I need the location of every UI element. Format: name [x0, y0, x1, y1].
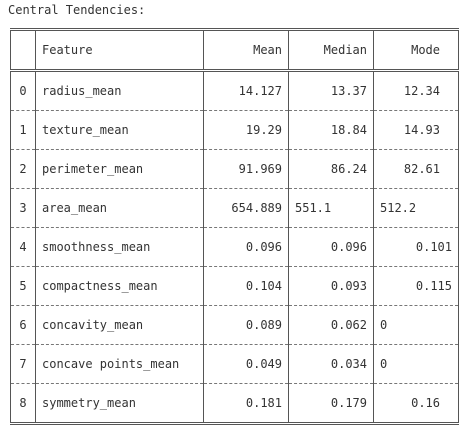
mode-cell: 512.2 — [373, 188, 459, 228]
table-row: 3 area_mean 654.889 551.1 512.2 — [10, 188, 459, 228]
row-index: 5 — [10, 266, 36, 306]
median-cell: 13.37 — [288, 70, 374, 111]
median-cell: 18.84 — [288, 110, 374, 150]
feature-cell: concavity_mean — [35, 305, 204, 345]
row-index: 3 — [10, 188, 36, 228]
mode-cell: 12.34 — [373, 70, 459, 111]
output-heading: Central Tendencies: — [8, 3, 146, 17]
mean-cell: 654.889 — [203, 188, 289, 228]
header-median: Median — [288, 29, 374, 71]
table-row: 0 radius_mean 14.127 13.37 12.34 — [10, 70, 459, 111]
feature-cell: concave points_mean — [35, 344, 204, 384]
feature-cell: perimeter_mean — [35, 149, 204, 189]
table-row: 2 perimeter_mean 91.969 86.24 82.61 — [10, 149, 459, 189]
row-index: 4 — [10, 227, 36, 267]
table-row: 6 concavity_mean 0.089 0.062 0 — [10, 305, 459, 345]
mode-cell: 82.61 — [373, 149, 459, 189]
feature-cell: symmetry_mean — [35, 383, 204, 424]
row-index: 2 — [10, 149, 36, 189]
median-cell: 0.062 — [288, 305, 374, 345]
table-row: 5 compactness_mean 0.104 0.093 0.115 — [10, 266, 459, 306]
feature-cell: area_mean — [35, 188, 204, 228]
header-feature: Feature — [35, 29, 204, 71]
row-index: 0 — [10, 70, 36, 111]
median-cell: 0.096 — [288, 227, 374, 267]
mean-cell: 0.181 — [203, 383, 289, 424]
mean-cell: 91.969 — [203, 149, 289, 189]
mode-cell: 0 — [373, 305, 459, 345]
row-index: 8 — [10, 383, 36, 424]
feature-cell: compactness_mean — [35, 266, 204, 306]
row-index: 1 — [10, 110, 36, 150]
median-cell: 0.093 — [288, 266, 374, 306]
mean-cell: 14.127 — [203, 70, 289, 111]
median-cell: 551.1 — [288, 188, 374, 228]
central-tendencies-table: Feature Mean Median Mode 0 radius_mean 1… — [10, 28, 459, 425]
table-header-row: Feature Mean Median Mode — [10, 29, 459, 71]
mean-cell: 0.049 — [203, 344, 289, 384]
median-cell: 0.179 — [288, 383, 374, 424]
mean-cell: 0.104 — [203, 266, 289, 306]
mode-cell: 14.93 — [373, 110, 459, 150]
table-row: 1 texture_mean 19.29 18.84 14.93 — [10, 110, 459, 150]
row-index: 6 — [10, 305, 36, 345]
median-cell: 86.24 — [288, 149, 374, 189]
mode-cell: 0.16 — [373, 383, 459, 424]
feature-cell: texture_mean — [35, 110, 204, 150]
mean-cell: 19.29 — [203, 110, 289, 150]
median-cell: 0.034 — [288, 344, 374, 384]
mean-cell: 0.089 — [203, 305, 289, 345]
table-row: 8 symmetry_mean 0.181 0.179 0.16 — [10, 383, 459, 424]
table-row: 7 concave points_mean 0.049 0.034 0 — [10, 344, 459, 384]
mode-cell: 0 — [373, 344, 459, 384]
table-row: 4 smoothness_mean 0.096 0.096 0.101 — [10, 227, 459, 267]
header-mode: Mode — [373, 29, 459, 71]
row-index: 7 — [10, 344, 36, 384]
mode-cell: 0.101 — [373, 227, 459, 267]
feature-cell: radius_mean — [35, 70, 204, 111]
header-index — [10, 29, 36, 71]
feature-cell: smoothness_mean — [35, 227, 204, 267]
mean-cell: 0.096 — [203, 227, 289, 267]
header-mean: Mean — [203, 29, 289, 71]
mode-cell: 0.115 — [373, 266, 459, 306]
